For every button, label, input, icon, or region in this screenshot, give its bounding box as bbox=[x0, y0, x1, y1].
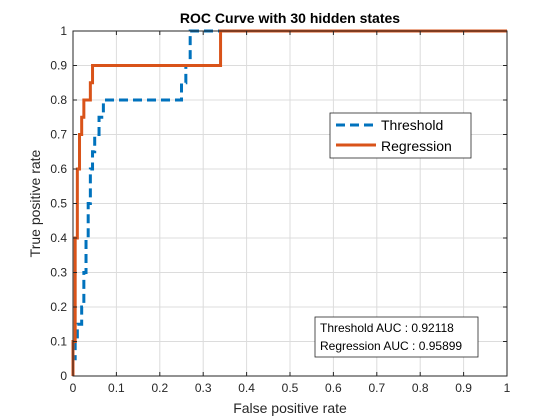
y-tick-label: 0.6 bbox=[50, 162, 67, 176]
x-axis-label: False positive rate bbox=[233, 400, 347, 416]
x-tick-label: 0 bbox=[70, 381, 77, 395]
x-tick-label: 0.1 bbox=[108, 381, 125, 395]
y-tick-label: 0.4 bbox=[50, 231, 67, 245]
x-tick-label: 0.3 bbox=[195, 381, 212, 395]
legend-box bbox=[329, 112, 472, 159]
y-axis-label: True positive rate bbox=[27, 149, 43, 257]
y-tick-label: 0.9 bbox=[50, 59, 67, 73]
auc-annotation-box bbox=[314, 316, 479, 358]
x-tick-label: 1 bbox=[504, 381, 511, 395]
chart-title: ROC Curve with 30 hidden states bbox=[180, 10, 400, 26]
legend-label-threshold: Threshold bbox=[381, 117, 443, 133]
series-line-threshold bbox=[71, 29, 507, 376]
y-tick-label: 0.1 bbox=[50, 335, 67, 349]
y-tick-label: 0.7 bbox=[50, 128, 67, 142]
y-tick-label: 0.8 bbox=[50, 93, 67, 107]
x-tick-label: 0.8 bbox=[412, 381, 429, 395]
x-tick-label: 0.7 bbox=[368, 381, 385, 395]
y-tick-label: 0.5 bbox=[50, 197, 67, 211]
axis-ticks: 0 0.1 0.2 0.3 0.4 0.5 0.6 0.7 0.8 0.9 1 0 0.1 0.2 0.3 0… bbox=[50, 24, 510, 395]
y-tick-label: 0 bbox=[60, 369, 67, 383]
threshold-auc-text: Threshold AUC : 0.92118 bbox=[320, 321, 454, 335]
regression-auc-text: Regression AUC : 0.95899 bbox=[320, 339, 462, 353]
x-tick-label: 0.2 bbox=[151, 381, 168, 395]
auc-annotation: Threshold AUC : 0.92118 Regression AUC :… bbox=[314, 316, 479, 358]
x-tick-label: 0.9 bbox=[455, 381, 472, 395]
y-tick-label: 1 bbox=[60, 24, 67, 38]
y-tick-label: 0.3 bbox=[50, 266, 67, 280]
y-tick-label: 0.2 bbox=[50, 300, 67, 314]
x-tick-label: 0.6 bbox=[325, 381, 342, 395]
legend: Threshold Regression bbox=[329, 112, 472, 159]
x-tick-label: 0.4 bbox=[238, 381, 255, 395]
legend-label-regression: Regression bbox=[381, 138, 452, 154]
x-tick-label: 0.5 bbox=[282, 381, 299, 395]
